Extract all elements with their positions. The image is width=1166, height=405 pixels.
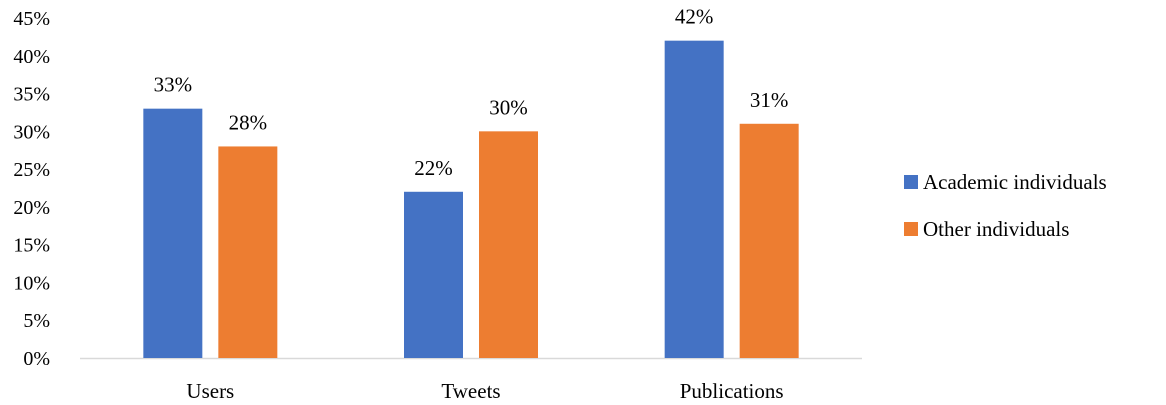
legend-label: Academic individuals <box>923 170 1107 194</box>
legend-label: Other individuals <box>923 217 1069 241</box>
y-tick-label: 0% <box>23 348 50 370</box>
bar-academic-individuals-tweets <box>404 191 463 358</box>
y-tick-label: 15% <box>13 235 50 257</box>
data-label: 28% <box>229 110 268 134</box>
bar-other-individuals-publications <box>739 123 799 359</box>
bar-academic-individuals-users <box>143 108 203 359</box>
data-label: 31% <box>750 88 789 112</box>
bar-other-individuals-users <box>218 146 278 358</box>
data-label: 42% <box>675 5 714 29</box>
x-tick-label: Tweets <box>441 379 500 403</box>
x-tick-label: Users <box>186 379 234 403</box>
bar-other-individuals-tweets <box>479 131 538 358</box>
data-labels: 33% 28% 22% 30% 42% 31% <box>154 5 789 180</box>
data-label: 33% <box>154 73 193 97</box>
y-axis-ticks: 0% 5% 10% 15% 20% 25% 30% 35% 40% 45% <box>13 8 50 370</box>
y-tick-label: 25% <box>13 159 50 181</box>
bar-academic-individuals-publications <box>664 40 724 359</box>
y-tick-label: 40% <box>13 46 50 68</box>
legend: Academic individuals Other individuals <box>904 170 1107 241</box>
y-tick-label: 5% <box>23 310 50 332</box>
data-label: 22% <box>414 156 453 180</box>
y-tick-label: 20% <box>13 197 50 219</box>
y-tick-label: 45% <box>13 8 50 30</box>
y-tick-label: 35% <box>13 84 50 106</box>
legend-swatch <box>904 222 918 236</box>
y-tick-label: 30% <box>13 121 50 143</box>
y-tick-label: 10% <box>13 272 50 294</box>
legend-swatch <box>904 175 918 189</box>
category-labels: Users Tweets Publications <box>186 379 783 403</box>
x-tick-label: Publications <box>680 379 784 403</box>
bars <box>143 40 799 359</box>
data-label: 30% <box>489 95 528 119</box>
